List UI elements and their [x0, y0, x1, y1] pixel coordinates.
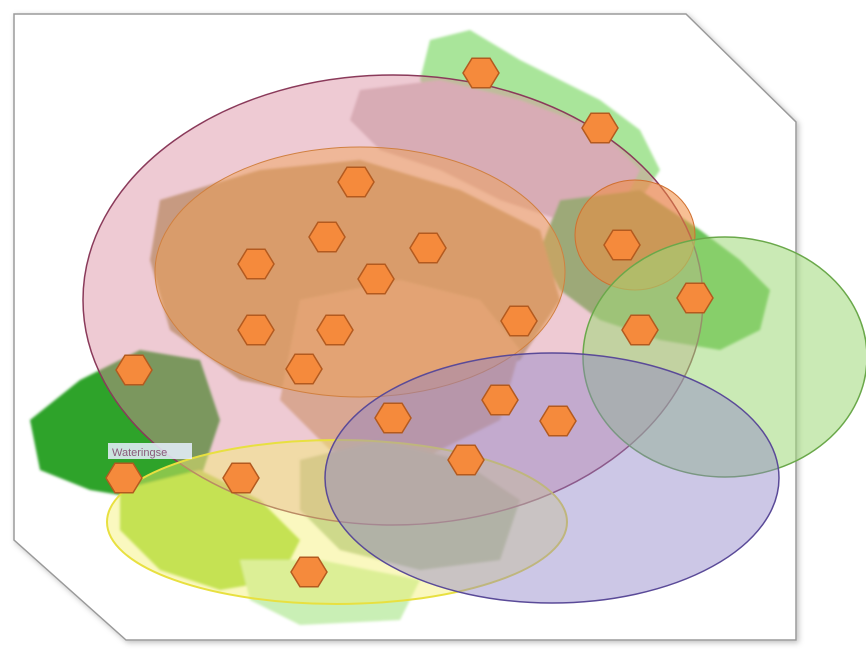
hexagon-marker-icon[interactable]: [308, 221, 346, 253]
hexagon-marker-icon[interactable]: [603, 229, 641, 261]
hexagon-marker-icon[interactable]: [500, 305, 538, 337]
region-north-city: [350, 80, 640, 220]
hexagon-marker-icon[interactable]: [374, 402, 412, 434]
hexagon-marker-icon[interactable]: [285, 353, 323, 385]
place-label-wateringse: Wateringse: [108, 443, 192, 459]
region-south-pale: [240, 560, 420, 625]
hexagon-marker-icon[interactable]: [676, 282, 714, 314]
hexagon-marker-icon[interactable]: [337, 166, 375, 198]
hexagon-marker-icon[interactable]: [115, 354, 153, 386]
area-green-east[interactable]: [582, 236, 866, 478]
hexagon-marker-icon[interactable]: [316, 314, 354, 346]
hexagon-marker-icon[interactable]: [237, 314, 275, 346]
hexagon-marker-icon[interactable]: [539, 405, 577, 437]
hexagon-marker-icon[interactable]: [357, 263, 395, 295]
place-label-text: Wateringse: [112, 447, 167, 459]
hexagon-marker-icon[interactable]: [581, 112, 619, 144]
region-west-dark-green: [30, 350, 220, 500]
hexagon-marker-icon[interactable]: [447, 444, 485, 476]
area-yellow-south[interactable]: [106, 439, 568, 605]
site-markers: [105, 57, 714, 588]
hexagon-marker-icon[interactable]: [462, 57, 500, 89]
hexagon-marker-icon[interactable]: [237, 248, 275, 280]
area-purple-south[interactable]: [324, 352, 780, 604]
hexagon-marker-icon[interactable]: [105, 462, 143, 494]
hexagon-marker-icon[interactable]: [222, 462, 260, 494]
hexagon-marker-icon[interactable]: [621, 314, 659, 346]
hexagon-marker-icon[interactable]: [481, 384, 519, 416]
hexagon-marker-icon[interactable]: [290, 556, 328, 588]
hexagon-marker-icon[interactable]: [409, 232, 447, 264]
label-box: [108, 443, 192, 459]
